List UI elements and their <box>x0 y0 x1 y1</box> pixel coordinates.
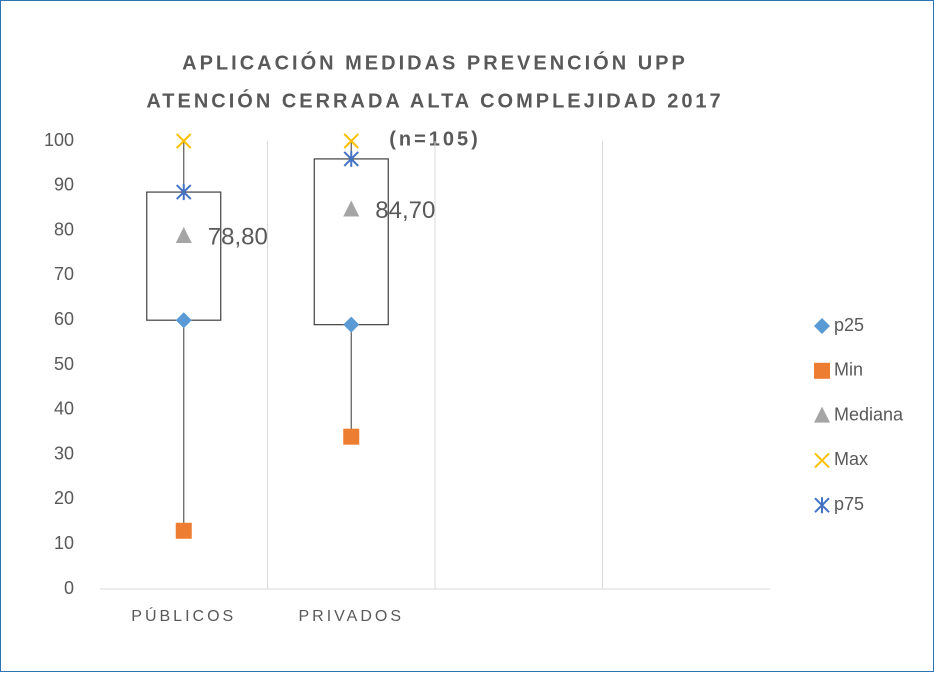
x-tick-label: PRIVADOS <box>299 608 405 625</box>
marker-diamond <box>175 312 192 329</box>
box <box>146 191 222 321</box>
marker-diamond <box>343 316 360 333</box>
y-tick-label: 60 <box>54 309 74 329</box>
y-tick-label: 80 <box>54 219 74 239</box>
legend-label: p25 <box>834 315 864 335</box>
y-tick-label: 100 <box>44 130 74 150</box>
legend-marker <box>814 452 830 469</box>
box <box>313 158 389 326</box>
y-tick-label: 10 <box>54 533 74 553</box>
data-label: 78,80 <box>208 223 268 250</box>
y-tick-label: 20 <box>54 488 74 508</box>
chart-title: (n=105) <box>389 128 481 150</box>
marker-x <box>343 133 359 149</box>
y-tick-label: 40 <box>54 399 74 419</box>
legend-label: Mediana <box>834 404 904 424</box>
marker-triangle <box>343 200 360 217</box>
data-label: 84,70 <box>375 197 435 224</box>
y-tick-label: 70 <box>54 264 74 284</box>
marker-x <box>176 133 192 149</box>
chart-title: ATENCIÓN CERRADA ALTA COMPLEJIDAD 2017 <box>146 88 723 112</box>
legend-label: Max <box>834 449 868 469</box>
marker-square <box>175 522 192 539</box>
legend-label: Min <box>834 360 863 380</box>
chart-title: APLICACIÓN MEDIDAS PREVENCIÓN UPP <box>182 50 688 74</box>
legend-marker <box>814 406 830 423</box>
y-tick-label: 0 <box>64 578 74 598</box>
legend-marker <box>814 318 830 334</box>
y-tick-label: 50 <box>54 354 74 374</box>
marker-square <box>343 428 360 445</box>
legend-marker <box>814 497 830 514</box>
marker-star <box>176 184 192 201</box>
y-tick-label: 90 <box>54 175 74 195</box>
marker-star <box>343 150 359 167</box>
legend-label: p75 <box>834 494 864 514</box>
legend-marker <box>814 362 830 379</box>
y-tick-label: 30 <box>54 443 74 463</box>
x-tick-label: PÚBLICOS <box>131 606 236 625</box>
marker-triangle <box>175 226 192 243</box>
